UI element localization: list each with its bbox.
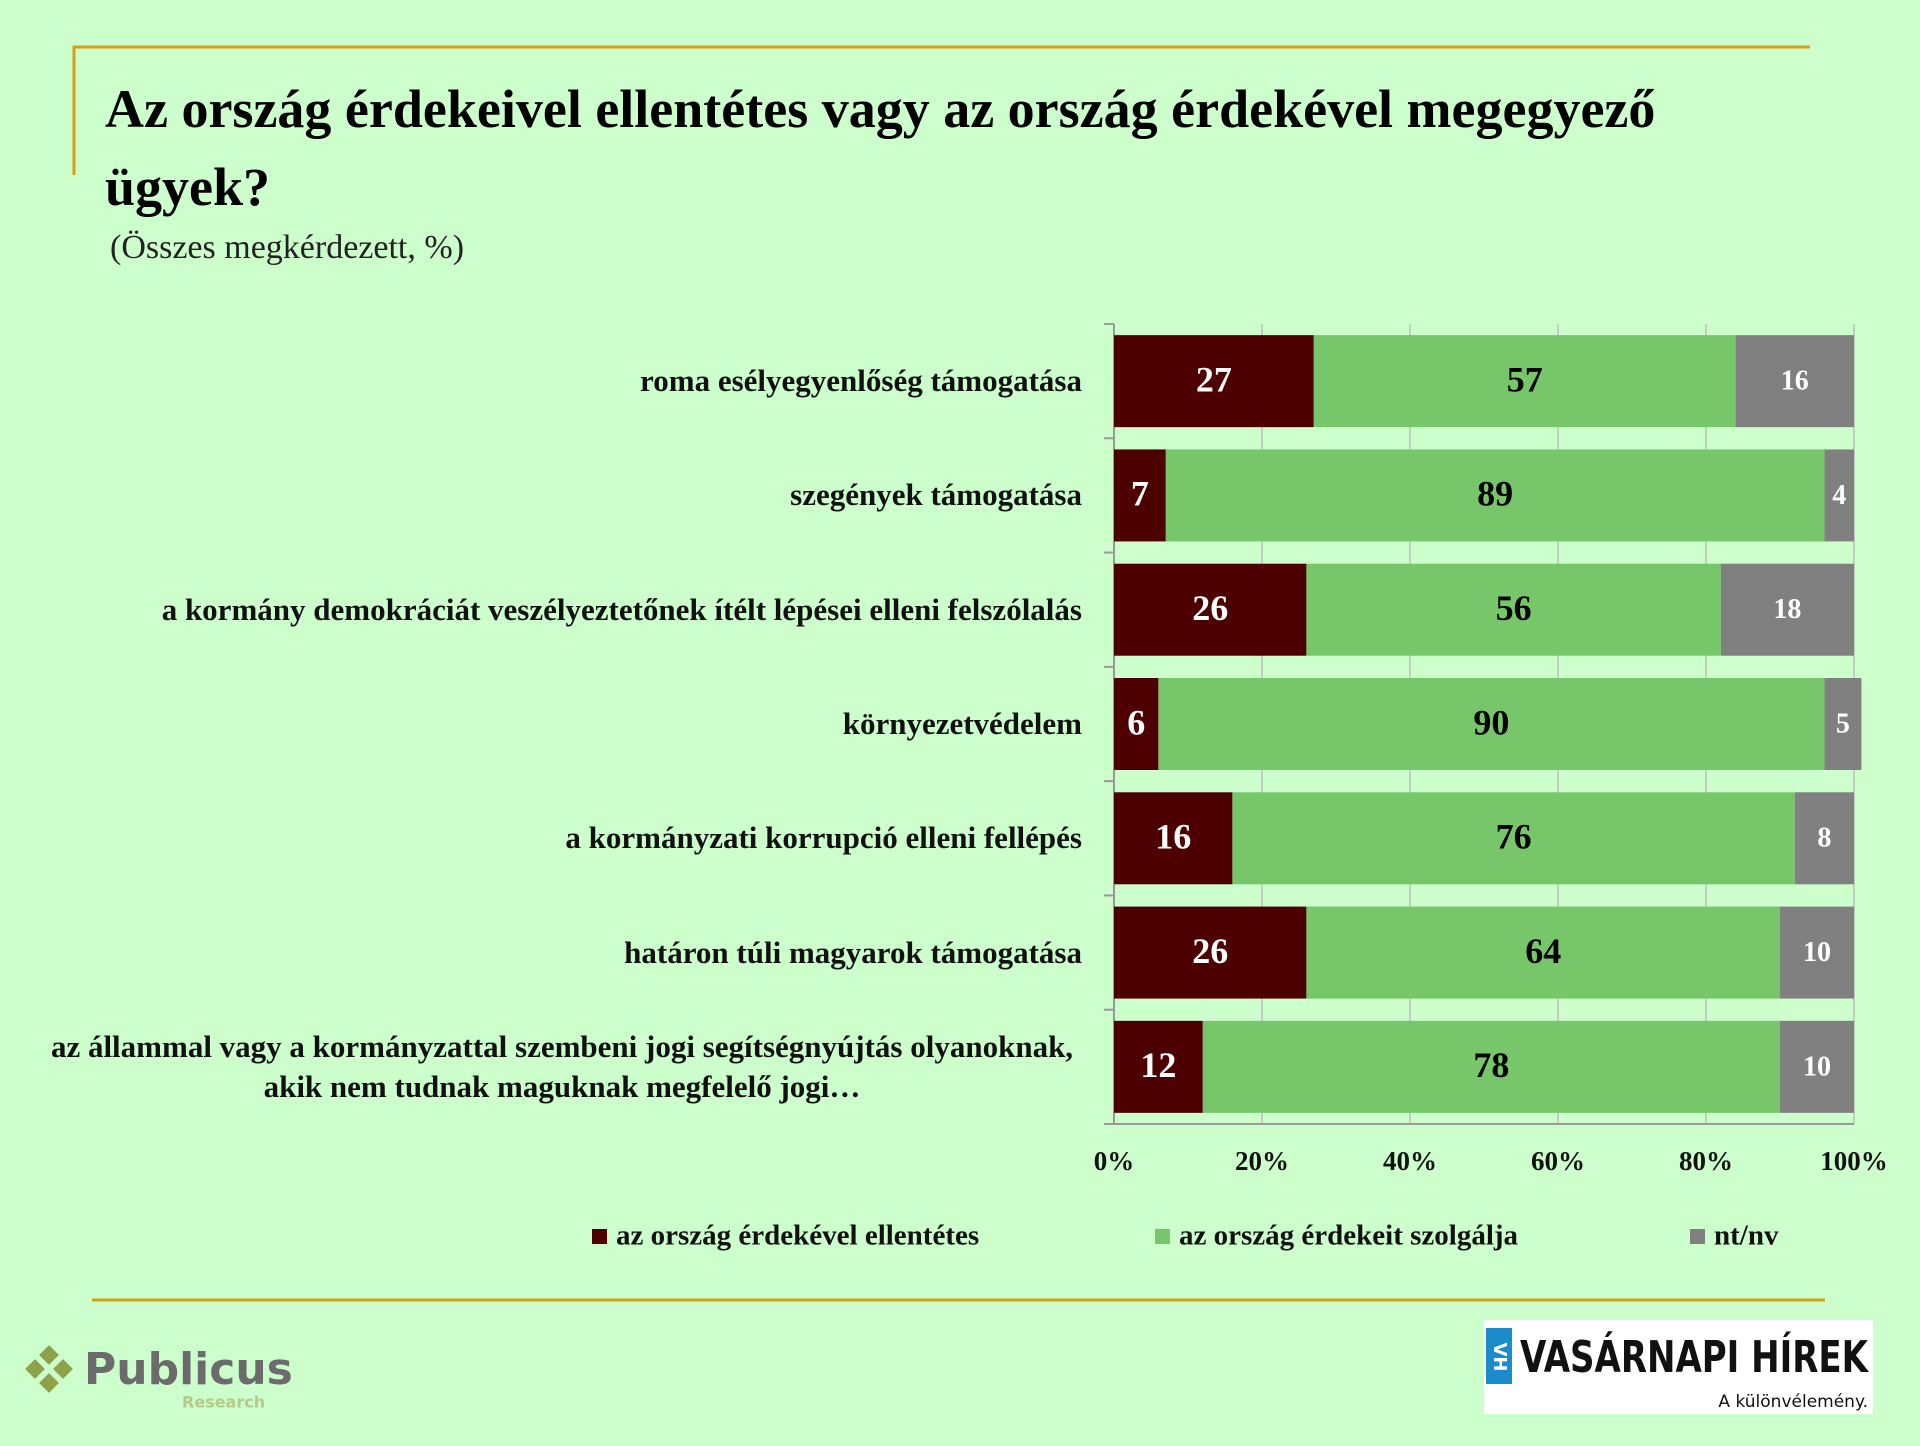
legend-swatch bbox=[592, 1229, 607, 1244]
value-label: 26 bbox=[1192, 588, 1228, 628]
bar-segment bbox=[1165, 449, 1825, 542]
title-box: Az ország érdekeivel ellentétes vagy az … bbox=[105, 79, 1656, 217]
value-label: 76 bbox=[1496, 817, 1532, 857]
x-tick-label: 20% bbox=[1235, 1146, 1289, 1176]
bar-segment bbox=[1202, 1020, 1780, 1113]
value-label: 5 bbox=[1836, 708, 1850, 739]
value-label: 4 bbox=[1832, 480, 1846, 511]
x-tick-label: 40% bbox=[1383, 1146, 1437, 1176]
legend-label: nt/nv bbox=[1714, 1220, 1779, 1252]
category-label: roma esélyegyenlőség támogatása bbox=[42, 361, 1082, 401]
bar-segment bbox=[1720, 563, 1854, 656]
category-text: roma esélyegyenlőség támogatása bbox=[640, 363, 1082, 399]
category-text: a kormányzati korrupció elleni fellépés bbox=[565, 820, 1082, 856]
value-label: 57 bbox=[1507, 359, 1543, 399]
category-text: az állammal vagy a kormányzattal szemben… bbox=[50, 1028, 1074, 1104]
bar-segment bbox=[1114, 906, 1307, 999]
value-label: 89 bbox=[1477, 474, 1513, 514]
category-text: szegények támogatása bbox=[790, 477, 1082, 513]
legend-label: az ország érdekeit szolgálja bbox=[1179, 1220, 1519, 1252]
value-label: 16 bbox=[1155, 817, 1191, 857]
bar-segment bbox=[1114, 563, 1307, 656]
bar-segment bbox=[1114, 335, 1314, 428]
logo-left: Publicus Research bbox=[25, 1344, 293, 1412]
value-label: 12 bbox=[1140, 1045, 1176, 1085]
title: Az ország érdekeivel ellentétes vagy az … bbox=[105, 79, 1656, 217]
value-label: 6 bbox=[1127, 702, 1145, 742]
category-text: határon túli magyarok támogatása bbox=[624, 934, 1082, 970]
bar-segment bbox=[1780, 906, 1854, 999]
bar-segment bbox=[1114, 449, 1166, 542]
x-tick-label: 80% bbox=[1679, 1146, 1733, 1176]
bar-segment bbox=[1824, 678, 1862, 770]
legend-label: az ország érdekével ellentétes bbox=[616, 1220, 979, 1252]
category-label: határon túli magyarok támogatása bbox=[42, 933, 1082, 973]
category-label: környezetvédelem bbox=[42, 704, 1082, 744]
bar-segment bbox=[1313, 335, 1736, 428]
logo-text: Publicus bbox=[84, 1344, 293, 1395]
plot: 0% 20% 40% 60% 80% 100% 27 57 16 7 89 4 26 56 18 6 90 5 16… bbox=[592, 323, 1888, 1252]
x-tick-label: 100% bbox=[1820, 1146, 1888, 1176]
value-label: 10 bbox=[1803, 1051, 1831, 1082]
logo-badge-text: VH bbox=[1489, 1343, 1510, 1372]
value-label: 26 bbox=[1192, 931, 1228, 971]
value-label: 7 bbox=[1131, 474, 1149, 514]
logo-badge bbox=[1486, 1328, 1512, 1384]
value-label: 8 bbox=[1817, 823, 1831, 854]
value-label: 27 bbox=[1196, 359, 1232, 399]
value-label: 10 bbox=[1803, 937, 1831, 968]
bar-segment bbox=[1306, 906, 1780, 999]
legend-swatch bbox=[1690, 1229, 1705, 1244]
logo-mark bbox=[25, 1345, 73, 1393]
category-label: az állammal vagy a kormányzattal szemben… bbox=[42, 1027, 1082, 1107]
bar-segment bbox=[1306, 563, 1721, 656]
bar-segment bbox=[1158, 678, 1825, 770]
bar-segment bbox=[1114, 792, 1233, 885]
value-label: 18 bbox=[1773, 594, 1801, 625]
logo-tagline: A különvélemény. bbox=[1718, 1392, 1868, 1412]
bar-segment bbox=[1114, 1020, 1203, 1113]
bar-segment bbox=[1794, 792, 1854, 885]
bar-segment bbox=[1824, 449, 1854, 542]
category-label: a kormány demokráciát veszélyeztetőnek í… bbox=[42, 590, 1082, 630]
subtitle: (Összes megkérdezett, %) bbox=[110, 229, 464, 266]
logo-box bbox=[1484, 1320, 1873, 1414]
category-text: a kormány demokráciát veszélyeztetőnek í… bbox=[161, 591, 1082, 627]
legend-swatch bbox=[1155, 1229, 1170, 1244]
bar-segment bbox=[1232, 792, 1795, 885]
logo-sub: Research bbox=[182, 1393, 265, 1412]
value-label: 78 bbox=[1473, 1045, 1509, 1085]
category-text: környezetvédelem bbox=[842, 706, 1082, 741]
logo-text: VASÁRNAPI HÍREK bbox=[1520, 1330, 1869, 1383]
value-label: 16 bbox=[1781, 366, 1809, 397]
x-tick-label: 60% bbox=[1531, 1146, 1585, 1176]
value-label: 56 bbox=[1496, 588, 1532, 628]
bar-segment bbox=[1735, 335, 1854, 428]
bar-segment bbox=[1114, 678, 1159, 770]
value-label: 64 bbox=[1525, 931, 1561, 971]
logo-right: VH VASÁRNAPI HÍREK A különvélemény. bbox=[1484, 1320, 1873, 1414]
category-label: a kormányzati korrupció elleni fellépés bbox=[42, 818, 1082, 858]
chart-title: Az ország érdekeivel ellentétes vagy az … bbox=[105, 79, 1656, 217]
value-label: 90 bbox=[1473, 702, 1509, 742]
category-label: szegények támogatása bbox=[42, 475, 1082, 515]
x-tick-label: 0% bbox=[1094, 1146, 1135, 1176]
bar-segment bbox=[1780, 1020, 1854, 1113]
